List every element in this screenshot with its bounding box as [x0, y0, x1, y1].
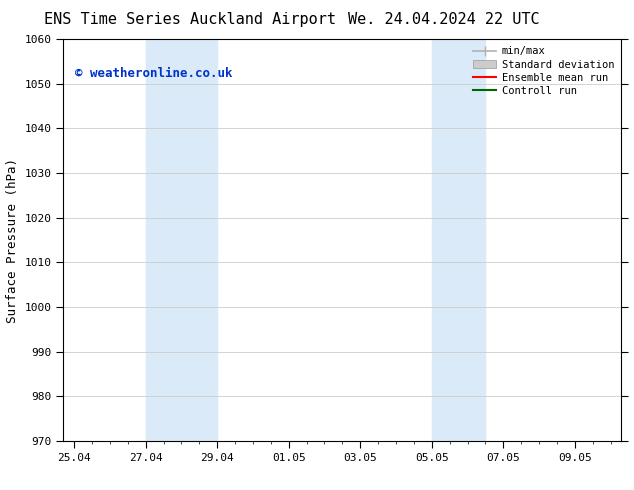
Text: © weatheronline.co.uk: © weatheronline.co.uk: [75, 67, 232, 80]
Y-axis label: Surface Pressure (hPa): Surface Pressure (hPa): [6, 158, 19, 322]
Legend: min/max, Standard deviation, Ensemble mean run, Controll run: min/max, Standard deviation, Ensemble me…: [471, 45, 616, 98]
Bar: [432, 39, 486, 441]
Bar: [146, 39, 217, 441]
Text: ENS Time Series Auckland Airport: ENS Time Series Auckland Airport: [44, 12, 336, 27]
Text: We. 24.04.2024 22 UTC: We. 24.04.2024 22 UTC: [348, 12, 540, 27]
